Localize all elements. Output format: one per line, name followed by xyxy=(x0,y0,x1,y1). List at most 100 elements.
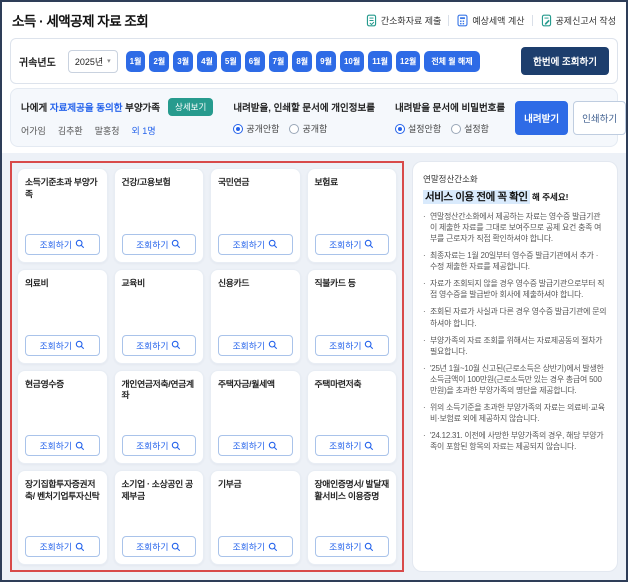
family-member[interactable]: 말홍청 xyxy=(94,126,120,136)
query-button-label: 조회하기 xyxy=(329,340,362,351)
deduction-report-write-link[interactable]: 공제신고서 작성 xyxy=(540,14,616,27)
magnifier-icon xyxy=(365,240,374,249)
simplified-data-submit-link[interactable]: 간소화자료 제출 xyxy=(365,14,441,27)
query-button[interactable]: 조회하기 xyxy=(314,536,389,557)
query-all-at-once-button[interactable]: 한번에 조회하기 xyxy=(521,47,609,75)
query-button[interactable]: 조회하기 xyxy=(25,334,100,356)
year-dropdown[interactable]: 2025년 ▾ xyxy=(67,49,118,73)
card-title: 직불카드 등 xyxy=(314,277,356,288)
card-longterm-investment-trust: 장기집합투자증권저축/ 벤처기업투자신탁 조회하기 xyxy=(17,470,108,565)
download-button[interactable]: 내려받기 xyxy=(515,100,569,135)
query-button[interactable]: 조회하기 xyxy=(314,334,389,356)
month-button-8[interactable]: 8월 xyxy=(292,50,313,72)
query-button[interactable]: 조회하기 xyxy=(25,233,100,255)
month-button-7[interactable]: 7월 xyxy=(268,50,289,72)
card-title: 교육비 xyxy=(121,277,146,288)
card-title: 주택마련저축 xyxy=(314,378,362,389)
card-health-employment-insurance: 건강/고용보험 조회하기 xyxy=(113,168,204,263)
card-title: 기부금 xyxy=(218,479,242,490)
card-debit-card: 직불카드 등 조회하기 xyxy=(306,268,397,364)
family-more-link[interactable]: 외 1명 xyxy=(131,126,156,136)
chevron-down-icon: ▾ xyxy=(107,58,111,65)
month-button-11[interactable]: 11월 xyxy=(368,50,393,72)
header-quick-links: 간소화자료 제출 예상세액 계산 공제신고서 작성 xyxy=(365,14,616,27)
magnifier-icon xyxy=(75,240,85,249)
query-button[interactable]: 조회하기 xyxy=(121,435,196,457)
link-label: 간소화자료 제출 xyxy=(380,15,442,26)
estimated-tax-calc-link[interactable]: 예상세액 계산 xyxy=(456,14,525,27)
query-button[interactable]: 조회하기 xyxy=(218,334,293,356)
month-button-10[interactable]: 10월 xyxy=(339,50,365,72)
notice-panel-title: 서비스 이용 전에 꼭 확인 해 주세요! xyxy=(423,190,569,204)
divider xyxy=(448,14,450,26)
query-button-label: 조회하기 xyxy=(39,340,72,351)
notice-bullet: 조회된 자료가 사실과 다른 경우 영수증 발급기관에 문의하셔야 합니다. xyxy=(423,306,607,328)
radio-privacy-hide[interactable]: 공개안함 xyxy=(233,122,279,135)
query-button[interactable]: 조회하기 xyxy=(218,233,293,255)
category-card-grid: 소득기준초과 부양가족 조회하기 건강/고용보험 조회하기 국민연금 조회하기 … xyxy=(17,168,397,565)
card-housing-fund: 주택자금/월세액 조회하기 xyxy=(210,369,301,465)
privacy-option-section: 내려받을, 인쇄할 문서에 개인정보를 공개안함 공개함 xyxy=(233,100,375,135)
month-button-2[interactable]: 2월 xyxy=(149,50,170,72)
query-button[interactable]: 조회하기 xyxy=(218,536,293,557)
password-option-title: 내려받을 문서에 비밀번호를 xyxy=(395,103,506,114)
query-button-label: 조회하기 xyxy=(39,542,72,552)
query-button-label: 조회하기 xyxy=(39,239,72,250)
query-button[interactable]: 조회하기 xyxy=(121,233,196,255)
notice-bullet: 최종자료는 1월 20일부터 영수증 발급기관에서 추가 · 수정 제출한 자료… xyxy=(423,250,607,272)
month-button-9[interactable]: 9월 xyxy=(316,50,336,72)
card-title: 신용카드 xyxy=(218,277,250,288)
attribution-year-label: 귀속년도 xyxy=(19,57,56,69)
card-title: 소기업 · 소상공인 공제부금 xyxy=(121,479,194,502)
query-button[interactable]: 조회하기 xyxy=(314,233,389,255)
notice-bullet: '25년 1월~10월 신고된(근로소득은 상반기)에서 발생한 소득금액이 1… xyxy=(423,363,607,396)
consent-options-bar: 나에게 자료제공을 동의한 부양가족 상세보기 어가임 김추환 말홍청 외 1명… xyxy=(10,88,626,147)
notice-bullet: 부양가족의 자료 조회를 위해서는 자료제공동의 절차가 필요합니다. xyxy=(423,335,607,357)
magnifier-icon xyxy=(365,542,374,551)
radio-icon xyxy=(233,123,244,134)
card-housing-savings: 주택마련저축 조회하기 xyxy=(306,369,397,465)
notice-bullet: 위의 소득기준을 초과한 부양가족의 자료는 의료비·교육비·보험료 외에 제공… xyxy=(423,402,607,424)
radio-password-off[interactable]: 설정안함 xyxy=(395,122,441,135)
magnifier-icon xyxy=(172,340,181,350)
magnifier-icon xyxy=(172,542,181,551)
year-month-selector-bar: 귀속년도 2025년 ▾ 1월 2월 3월 4월 5월 6월 7월 8월 9월 … xyxy=(10,38,618,84)
radio-password-on[interactable]: 설정함 xyxy=(451,122,489,135)
family-member[interactable]: 어가임 xyxy=(21,126,46,136)
month-button-5[interactable]: 5월 xyxy=(220,50,241,72)
query-button-label: 조회하기 xyxy=(232,340,265,351)
query-button[interactable]: 조회하기 xyxy=(121,536,196,557)
card-personal-pension: 개인연금저축/연금계좌 조회하기 xyxy=(113,369,204,465)
card-title: 소득기준초과 부양가족 xyxy=(25,177,98,199)
month-button-4[interactable]: 4월 xyxy=(197,50,217,72)
page-header: 소득 · 세액공제 자료 조회 간소화자료 제출 예상세액 계산 공제 xyxy=(2,2,626,36)
card-title: 개인연금저축/연금계좌 xyxy=(121,378,195,401)
document-action-buttons: 내려받기 인쇄하기 점자받기 xyxy=(515,100,626,135)
document-edit-icon xyxy=(540,14,553,27)
query-button[interactable]: 조회하기 xyxy=(25,435,100,457)
query-button-label: 조회하기 xyxy=(136,542,169,552)
notice-bullet: 자료가 조회되지 않을 경우 영수증 발급기관으로부터 직접 영수증을 발급받아… xyxy=(423,278,607,300)
radio-privacy-show[interactable]: 공개함 xyxy=(289,122,327,135)
print-button[interactable]: 인쇄하기 xyxy=(573,100,626,135)
family-member[interactable]: 김추환 xyxy=(57,126,83,136)
month-button-1[interactable]: 1월 xyxy=(125,50,146,72)
query-button[interactable]: 조회하기 xyxy=(314,435,389,457)
card-national-pension: 국민연금 조회하기 xyxy=(210,168,301,263)
month-button-12[interactable]: 12월 xyxy=(396,50,421,72)
query-button-label: 조회하기 xyxy=(39,441,72,452)
card-title: 주택자금/월세액 xyxy=(218,378,275,389)
magnifier-icon xyxy=(75,542,85,551)
clear-all-months-button[interactable]: 전체 월 해제 xyxy=(424,50,480,72)
query-button[interactable]: 조회하기 xyxy=(25,536,100,557)
month-button-6[interactable]: 6월 xyxy=(244,50,265,72)
detail-view-button[interactable]: 상세보기 xyxy=(168,98,214,116)
month-button-3[interactable]: 3월 xyxy=(173,50,194,72)
card-insurance-premium: 보험료 조회하기 xyxy=(306,168,397,263)
link-label: 공제신고서 작성 xyxy=(555,15,616,26)
query-button[interactable]: 조회하기 xyxy=(121,334,196,356)
magnifier-icon xyxy=(172,240,181,249)
query-button-label: 조회하기 xyxy=(136,340,169,351)
magnifier-icon xyxy=(75,340,85,350)
query-button[interactable]: 조회하기 xyxy=(218,435,293,457)
